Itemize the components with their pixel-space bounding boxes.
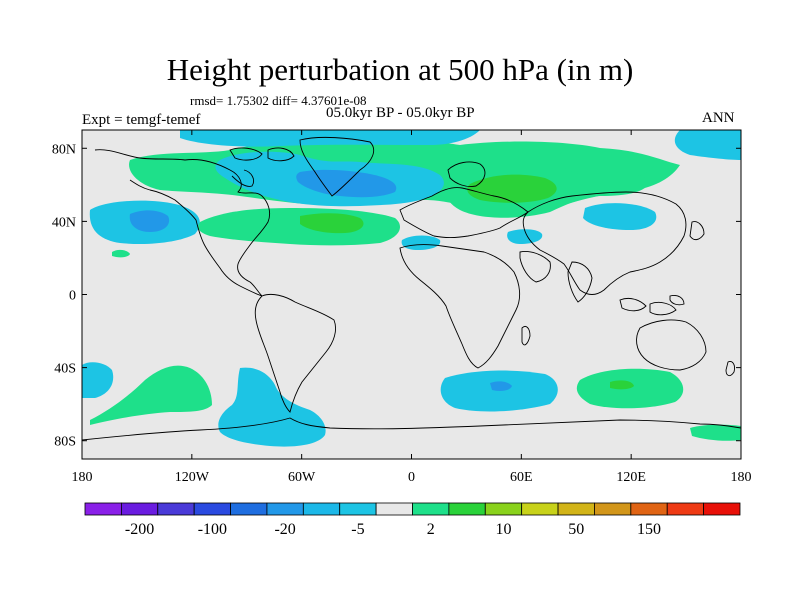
colorbar-label: -5 xyxy=(351,521,364,538)
coastline-southeast-asia-islands xyxy=(619,295,685,316)
coastline-greenland xyxy=(299,136,374,197)
lat-tick-label: 40N xyxy=(52,215,76,230)
anomaly-blue-westasia xyxy=(583,203,657,230)
lat-tick-label: 0 xyxy=(69,289,76,304)
colorbar-swatch xyxy=(302,502,341,516)
coastline-hudson-bay xyxy=(231,169,255,187)
colorbar-swatch xyxy=(448,502,486,516)
lon-tick-label: 0 xyxy=(408,470,415,485)
colorbar-label: 150 xyxy=(637,521,661,538)
coastline-north-america xyxy=(94,149,271,297)
anomaly-green-pacific-small xyxy=(112,249,130,258)
anomaly-lightgreen-southindian xyxy=(610,380,634,390)
lon-tick-label: 180 xyxy=(72,470,93,485)
colorbar-swatch xyxy=(521,502,559,516)
anomaly-blue-midatlantic-small xyxy=(401,235,441,250)
period-label: 05.0kyr BP - 05.0kyr BP xyxy=(326,105,475,121)
coastline-asia xyxy=(522,191,687,295)
colorbar-swatch xyxy=(630,502,668,516)
axis-ticks: 80N 40N 0 40S 80S 180 120W 60W 0 60E 120E 180 xyxy=(52,130,752,485)
lat-tick-label: 40S xyxy=(54,362,76,377)
colorbar-label: -20 xyxy=(274,521,295,538)
colorbar-label: -200 xyxy=(125,521,154,538)
lon-tick-label: 60E xyxy=(510,470,533,485)
coastline-new-zealand xyxy=(725,361,735,377)
colorbar-swatch xyxy=(193,502,231,516)
anomaly-blue-arctic-north xyxy=(180,130,480,147)
chart-title: Height perturbation at 500 hPa (in m) xyxy=(166,52,634,87)
colorbar-swatch xyxy=(484,502,523,516)
colorbar-swatch xyxy=(375,502,413,516)
colorbar-swatch xyxy=(230,502,268,516)
lon-tick-label: 60W xyxy=(288,470,316,485)
anomaly-green-eastcanada xyxy=(559,150,654,178)
colorbar-swatch xyxy=(266,502,304,516)
colorbar-label: -100 xyxy=(198,521,227,538)
colorbar-swatch xyxy=(84,502,122,516)
coastline-antarctica xyxy=(82,417,741,441)
anomaly-green-antarctic-east xyxy=(690,424,741,441)
anomaly-green-southpacific xyxy=(90,365,212,425)
colorbar-label: 50 xyxy=(568,521,584,538)
coastlines xyxy=(82,136,741,441)
colorbar-swatch xyxy=(339,502,377,516)
colorbar-swatch xyxy=(666,502,705,516)
coastline-india xyxy=(567,261,593,303)
anomaly-darkblue-northpacific xyxy=(129,210,170,232)
colorbar-label: 10 xyxy=(495,521,511,538)
anomaly-green-southindian xyxy=(576,368,684,409)
colorbar-swatch xyxy=(157,502,195,516)
coastline-australia xyxy=(636,319,707,371)
anomaly-lightgreen-midatlantic xyxy=(300,213,364,234)
anomaly-lightgreen-eurasia xyxy=(467,174,557,203)
anomaly-blue-southpacific-west xyxy=(82,362,114,398)
anomaly-blue-mediterranean xyxy=(507,229,543,244)
coastline-south-america xyxy=(254,293,337,413)
colorbar-swatch xyxy=(412,502,450,516)
lon-tick-label: 120E xyxy=(616,470,646,485)
coastline-arabia xyxy=(519,251,551,283)
coastline-africa xyxy=(399,244,521,369)
lat-tick-label: 80N xyxy=(52,142,76,157)
colorbar-swatch xyxy=(594,502,632,516)
lon-tick-label: 180 xyxy=(731,470,752,485)
colorbar-swatch xyxy=(557,502,595,516)
anomaly-field xyxy=(82,130,741,459)
coastline-madagascar xyxy=(521,325,531,346)
coastline-arctic-islands xyxy=(229,147,295,162)
lon-tick-label: 120W xyxy=(175,470,210,485)
anomaly-blue-southatlantic-east xyxy=(440,370,558,412)
lat-tick-label: 80S xyxy=(54,435,76,450)
season-label: ANN xyxy=(702,110,735,126)
colorbar-label: 2 xyxy=(427,521,435,538)
colorbar-swatch xyxy=(120,502,159,516)
experiment-label: Expt = temgf-temef xyxy=(82,112,201,128)
colorbar: -200 -100 -20 -5 2 10 50 150 xyxy=(84,502,741,538)
anomaly-darkblue-southatlantic xyxy=(490,381,512,391)
coastline-japan xyxy=(689,221,705,241)
colorbar-swatch xyxy=(703,502,741,516)
anomaly-blue-arctic-east xyxy=(674,130,741,160)
coastline-scandinavia xyxy=(447,161,486,187)
stats-label: rmsd= 1.75302 diff= 4.37601e-08 xyxy=(190,93,367,108)
